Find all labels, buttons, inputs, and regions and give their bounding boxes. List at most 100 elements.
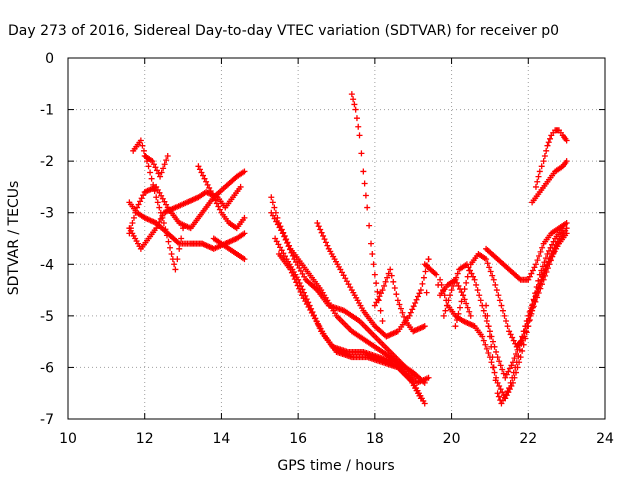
data-point [150,181,157,188]
data-point [452,276,459,283]
data-point [483,256,490,263]
data-point [487,268,494,275]
data-point [314,220,321,227]
data-point [393,291,400,298]
data-point [417,287,424,294]
data-point [457,286,464,293]
data-point [463,279,470,286]
data-point [506,385,513,392]
data-point [494,354,501,361]
data-point [322,239,329,246]
data-point [209,191,216,198]
data-point [180,225,187,232]
data-point [464,304,471,311]
x-tick-label: 10 [59,431,77,447]
data-point [415,293,422,300]
data-point [563,158,570,165]
data-point [147,169,154,176]
data-point [537,285,544,292]
data-point [420,274,427,281]
data-point [155,170,162,177]
data-point [390,278,397,285]
data-point [468,270,475,277]
data-point [350,96,357,103]
data-point [483,302,490,309]
data-point [486,264,493,271]
data-point [529,302,536,309]
data-point [546,261,553,268]
data-point [371,271,378,278]
data-point [385,270,392,277]
data-point [374,288,381,295]
axis-ticks: 10 12 14 16 18 20 22 24 0 -1 -2 -3 -4 -5 -6 -7 [40,51,614,447]
data-point [492,281,499,288]
data-point [493,287,500,294]
data-point [435,281,442,288]
data-point [421,323,428,330]
data-point [196,166,203,173]
x-tick-label: 20 [443,431,461,447]
data-point [151,188,158,195]
data-point [153,225,160,232]
data-point [163,232,170,239]
data-point [494,390,501,397]
data-point [536,271,543,278]
x-tick-label: 16 [289,431,307,447]
data-point [521,328,528,335]
data-point [153,167,160,174]
data-point [563,220,570,227]
data-point [412,299,419,306]
data-point [509,334,516,341]
data-point [496,358,503,365]
data-point [172,266,179,273]
data-point [164,152,171,159]
data-point [271,204,278,211]
data-point [549,241,556,248]
y-axis-label: SDTVAR / TECUs [6,181,22,296]
data-point [293,279,300,286]
data-point [368,240,375,247]
data-point [321,236,328,243]
series-track-19 [483,220,570,283]
data-point [543,269,550,276]
data-point [237,183,244,190]
data-point [534,294,541,301]
data-point [479,333,486,340]
data-point [524,318,531,325]
data-point [455,310,462,317]
data-point [410,303,417,310]
data-point [409,306,416,313]
data-point [537,248,544,255]
data-point [401,313,408,320]
data-point [538,163,545,170]
data-point [269,199,276,206]
data-point [490,276,497,283]
data-point [525,276,532,283]
data-point [485,349,492,356]
series-track-5 [141,152,171,180]
data-point [453,316,460,323]
data-point [539,244,546,251]
data-point [522,323,529,330]
data-point [374,296,381,303]
data-point [279,230,286,237]
data-point [492,377,499,384]
data-point [200,172,207,179]
data-point [497,386,504,393]
data-point [513,359,520,366]
data-point [526,312,533,319]
data-point [135,201,142,208]
data-point [171,261,178,268]
data-point [162,226,169,233]
data-point [286,246,293,253]
data-point [504,323,511,330]
data-point [161,161,168,168]
x-tick-label: 22 [519,431,537,447]
data-point [505,368,512,375]
data-point [129,220,136,227]
data-point [445,297,452,304]
data-point [542,272,549,279]
data-point [241,230,248,237]
y-tick-label: -3 [40,206,54,222]
data-point [371,302,378,309]
